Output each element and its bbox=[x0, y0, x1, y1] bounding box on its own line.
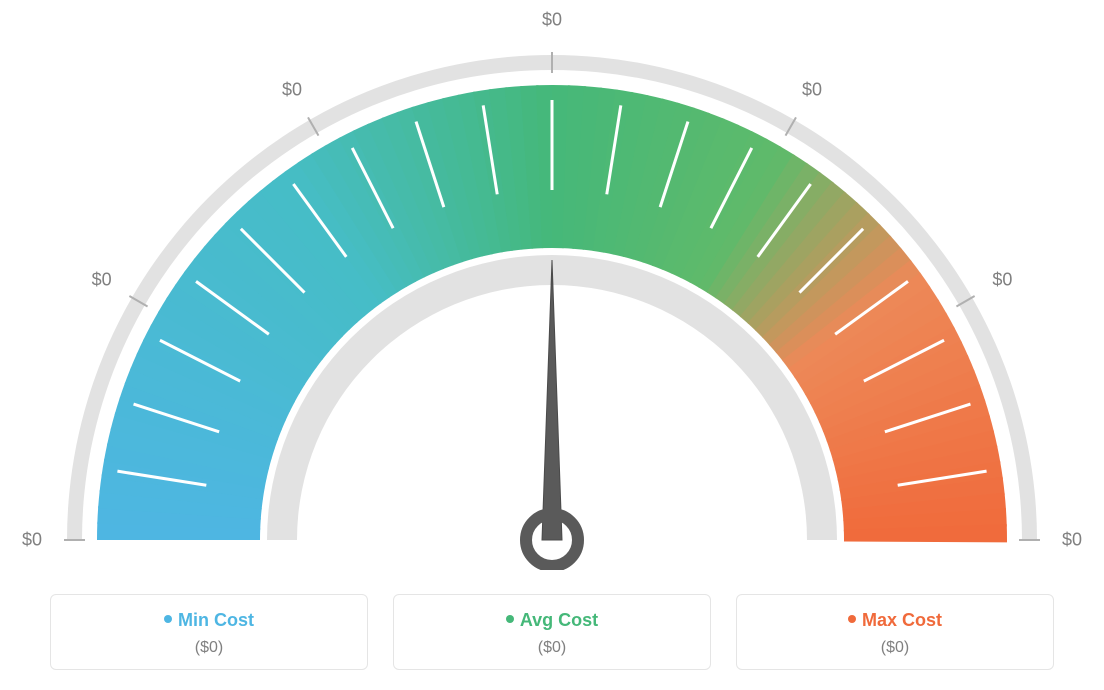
legend-card-avg: Avg Cost ($0) bbox=[393, 594, 711, 670]
legend-value-max: ($0) bbox=[737, 639, 1053, 657]
legend-value-avg: ($0) bbox=[394, 639, 710, 657]
legend-row: Min Cost ($0) Avg Cost ($0) Max Cost ($0… bbox=[50, 594, 1054, 670]
dot-icon bbox=[506, 615, 514, 623]
legend-title-text: Avg Cost bbox=[520, 610, 598, 630]
gauge-tick-label: $0 bbox=[542, 10, 562, 31]
legend-card-min: Min Cost ($0) bbox=[50, 594, 368, 670]
gauge-svg bbox=[0, 0, 1104, 570]
legend-title-max: Max Cost bbox=[737, 609, 1053, 631]
legend-title-text: Min Cost bbox=[178, 610, 254, 630]
gauge-tick-label: $0 bbox=[22, 530, 42, 551]
gauge-tick-label: $0 bbox=[92, 270, 112, 291]
gauge-chart-container: $0 $0 $0 $0 $0 $0 $0 Min Cost ($0) Avg Cost ($… bbox=[0, 0, 1104, 690]
legend-card-max: Max Cost ($0) bbox=[736, 594, 1054, 670]
gauge-tick-label: $0 bbox=[802, 79, 822, 100]
gauge-area: $0 $0 $0 $0 $0 $0 $0 bbox=[0, 0, 1104, 570]
gauge-tick-label: $0 bbox=[282, 79, 302, 100]
gauge-tick-label: $0 bbox=[1062, 530, 1082, 551]
legend-title-text: Max Cost bbox=[862, 610, 942, 630]
legend-value-min: ($0) bbox=[51, 639, 367, 657]
dot-icon bbox=[164, 615, 172, 623]
gauge-tick-label: $0 bbox=[992, 270, 1012, 291]
legend-title-avg: Avg Cost bbox=[394, 609, 710, 631]
dot-icon bbox=[848, 615, 856, 623]
legend-title-min: Min Cost bbox=[51, 609, 367, 631]
